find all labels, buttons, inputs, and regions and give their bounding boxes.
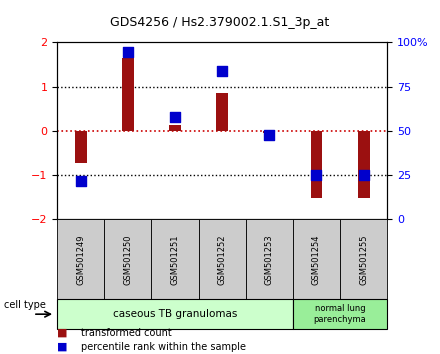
Point: [77, 178, 84, 183]
Text: GSM501255: GSM501255: [359, 234, 368, 285]
Bar: [75, 131, 87, 163]
Point: [125, 50, 132, 55]
Text: ■: ■: [57, 342, 68, 352]
Text: caseous TB granulomas: caseous TB granulomas: [113, 309, 237, 319]
Bar: [311, 131, 323, 198]
Text: cell type: cell type: [4, 300, 46, 310]
Text: GSM501253: GSM501253: [265, 234, 274, 285]
Bar: [122, 58, 134, 131]
Text: GSM501250: GSM501250: [123, 234, 132, 285]
Text: ■: ■: [57, 328, 68, 338]
Text: percentile rank within the sample: percentile rank within the sample: [81, 342, 246, 352]
Text: transformed count: transformed count: [81, 328, 172, 338]
Point: [172, 114, 179, 120]
Bar: [358, 131, 370, 198]
Bar: [264, 131, 275, 133]
Point: [313, 172, 320, 178]
Text: GSM501252: GSM501252: [218, 234, 227, 285]
Text: GSM501251: GSM501251: [171, 234, 180, 285]
Text: GSM501254: GSM501254: [312, 234, 321, 285]
Point: [266, 132, 273, 137]
Point: [219, 68, 226, 74]
Bar: [169, 125, 181, 131]
Text: GSM501249: GSM501249: [76, 234, 85, 285]
Text: normal lung
parenchyma: normal lung parenchyma: [314, 304, 367, 324]
Point: [360, 172, 367, 178]
Bar: [216, 93, 228, 131]
Text: GDS4256 / Hs2.379002.1.S1_3p_at: GDS4256 / Hs2.379002.1.S1_3p_at: [110, 16, 330, 29]
